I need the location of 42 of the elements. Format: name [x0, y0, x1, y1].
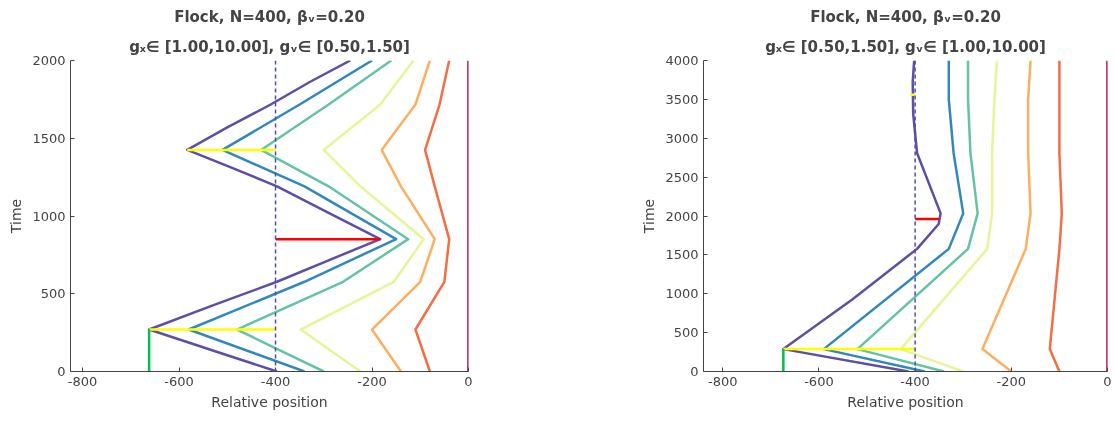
line-series — [235, 60, 410, 372]
x-tick-label: 0 — [1103, 373, 1112, 389]
y-tick-label: 500 — [40, 286, 66, 302]
x-axis-title: Relative position — [847, 393, 964, 410]
chart-subtitle: gₓ∈ [0.50,1.50], gᵥ∈ [1.00,10.00] — [765, 37, 1046, 56]
x-axis-title: Relative position — [211, 393, 328, 410]
line-series — [899, 60, 999, 372]
line-series — [147, 60, 382, 372]
y-axis-title: Time — [641, 198, 658, 235]
y-tick-label: 1000 — [32, 208, 66, 224]
x-tick-label: -600 — [164, 373, 194, 389]
y-tick-label: 2000 — [32, 53, 66, 68]
line-series — [822, 60, 965, 372]
y-axis-title: Time — [8, 198, 25, 235]
x-tick-label: -400 — [260, 373, 291, 389]
y-tick-label: 2500 — [665, 169, 699, 185]
x-tick-label: -800 — [67, 373, 98, 389]
line-series — [370, 60, 436, 372]
y-tick-label: 2000 — [665, 208, 699, 224]
x-tick-label: -200 — [357, 373, 387, 389]
line-series — [414, 60, 451, 372]
line-series — [782, 60, 942, 372]
x-tick-label: -400 — [900, 373, 930, 389]
y-tick-label: 1000 — [665, 286, 699, 302]
chart-title: Flock, N=400, βᵥ=0.20 — [174, 7, 365, 26]
y-tick-label: 1500 — [32, 130, 66, 146]
line-series — [981, 60, 1032, 372]
y-tick-label: 3000 — [665, 130, 699, 146]
y-tick-label: 4000 — [665, 53, 699, 68]
line-series — [856, 60, 979, 372]
x-tick-label: -800 — [707, 373, 738, 389]
y-tick-label: 1500 — [665, 247, 699, 263]
x-tick-label: -600 — [804, 373, 834, 389]
line-series — [1048, 60, 1064, 372]
y-tick-label: 500 — [673, 325, 699, 341]
line-series — [187, 60, 398, 372]
x-tick-label: -200 — [996, 373, 1027, 389]
chart-title: Flock, N=400, βᵥ=0.20 — [810, 7, 1001, 26]
line-series — [299, 60, 425, 372]
x-tick-label: 0 — [464, 373, 473, 389]
y-tick-label: 3500 — [665, 91, 699, 107]
chart-subtitle: gₓ∈ [1.00,10.00], gᵥ∈ [0.50,1.50] — [129, 37, 410, 56]
